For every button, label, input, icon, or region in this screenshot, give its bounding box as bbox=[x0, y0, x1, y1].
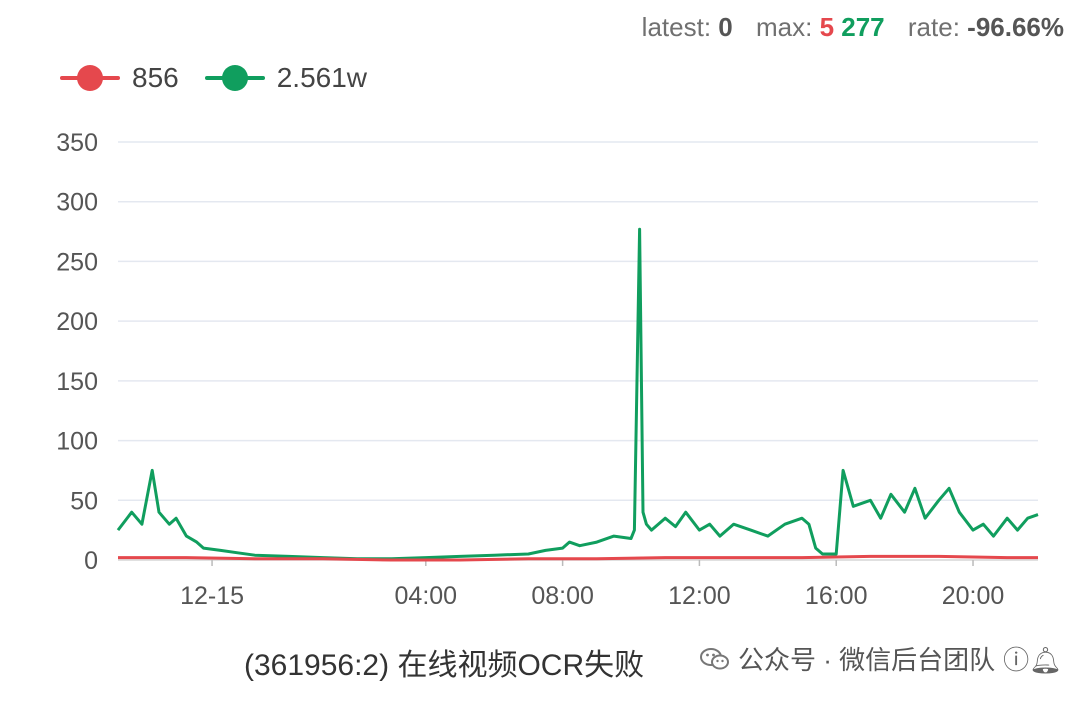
x-axis: 12-15 04:00 08:00 12:00 16:00 20:00 bbox=[180, 560, 1004, 610]
y-tick-label: 50 bbox=[70, 487, 98, 515]
y-axis: 0 50 100 150 200 250 300 350 bbox=[56, 129, 98, 575]
chart-caption: (361956:2) 在线视频OCR失败 bbox=[244, 649, 645, 682]
x-tick-label: 08:00 bbox=[531, 582, 594, 610]
y-tick-label: 0 bbox=[84, 547, 98, 575]
y-tick-label: 100 bbox=[56, 428, 98, 456]
legend: 856 2.561w bbox=[60, 62, 393, 94]
y-tick-label: 150 bbox=[56, 368, 98, 396]
grid-lines bbox=[118, 141, 1038, 561]
series-line-856 bbox=[118, 554, 1038, 562]
max-label: max: bbox=[755, 12, 813, 42]
stats-summary: latest: 0 max: 5 277 rate: -96.66% bbox=[642, 12, 1064, 43]
x-tick-label: 16:00 bbox=[805, 582, 868, 610]
legend-label-856: 856 bbox=[132, 62, 179, 93]
legend-dot bbox=[221, 65, 248, 91]
toolbar-icons: ⓘ🔔︎ bbox=[1003, 640, 1062, 677]
latest-label: latest: bbox=[641, 12, 712, 42]
rate-label: rate: bbox=[907, 12, 960, 42]
max-green-value: 277 bbox=[841, 12, 885, 42]
y-tick-label: 350 bbox=[56, 129, 98, 157]
y-tick-label: 250 bbox=[56, 248, 98, 276]
x-tick-label: 12-15 bbox=[180, 582, 244, 610]
latest-value: 0 bbox=[718, 12, 733, 42]
bell-icon[interactable]: 🔔︎ bbox=[1029, 645, 1063, 675]
legend-marker-2561w bbox=[204, 64, 265, 92]
x-tick-label: 12:00 bbox=[668, 582, 731, 610]
max-red-value: 5 bbox=[819, 12, 835, 42]
watermark-text: 公众号 · 微信后台团队 bbox=[738, 645, 996, 675]
legend-label-2561w: 2.561w bbox=[276, 62, 368, 93]
wechat-icon bbox=[700, 647, 729, 669]
y-tick-label: 200 bbox=[56, 308, 98, 336]
rate-value: -96.66% bbox=[967, 12, 1064, 42]
legend-item-856[interactable]: 856 bbox=[60, 62, 179, 94]
legend-marker-856 bbox=[60, 64, 120, 92]
series-line-2561w bbox=[116, 227, 1039, 561]
legend-dot bbox=[77, 65, 103, 91]
y-tick-label: 300 bbox=[56, 189, 98, 217]
x-tick-label: 04:00 bbox=[395, 582, 458, 610]
watermark: 公众号 · 微信后台团队 ⓘ🔔︎ bbox=[700, 640, 1062, 677]
legend-item-2561w[interactable]: 2.561w bbox=[204, 62, 368, 94]
line-chart: 0 50 100 150 200 250 300 350 12-15 04:00 08:00 12:… bbox=[56, 129, 1039, 610]
series-lines bbox=[116, 227, 1039, 562]
x-tick-label: 20:00 bbox=[942, 582, 1005, 610]
info-icon[interactable]: ⓘ bbox=[1003, 645, 1030, 675]
